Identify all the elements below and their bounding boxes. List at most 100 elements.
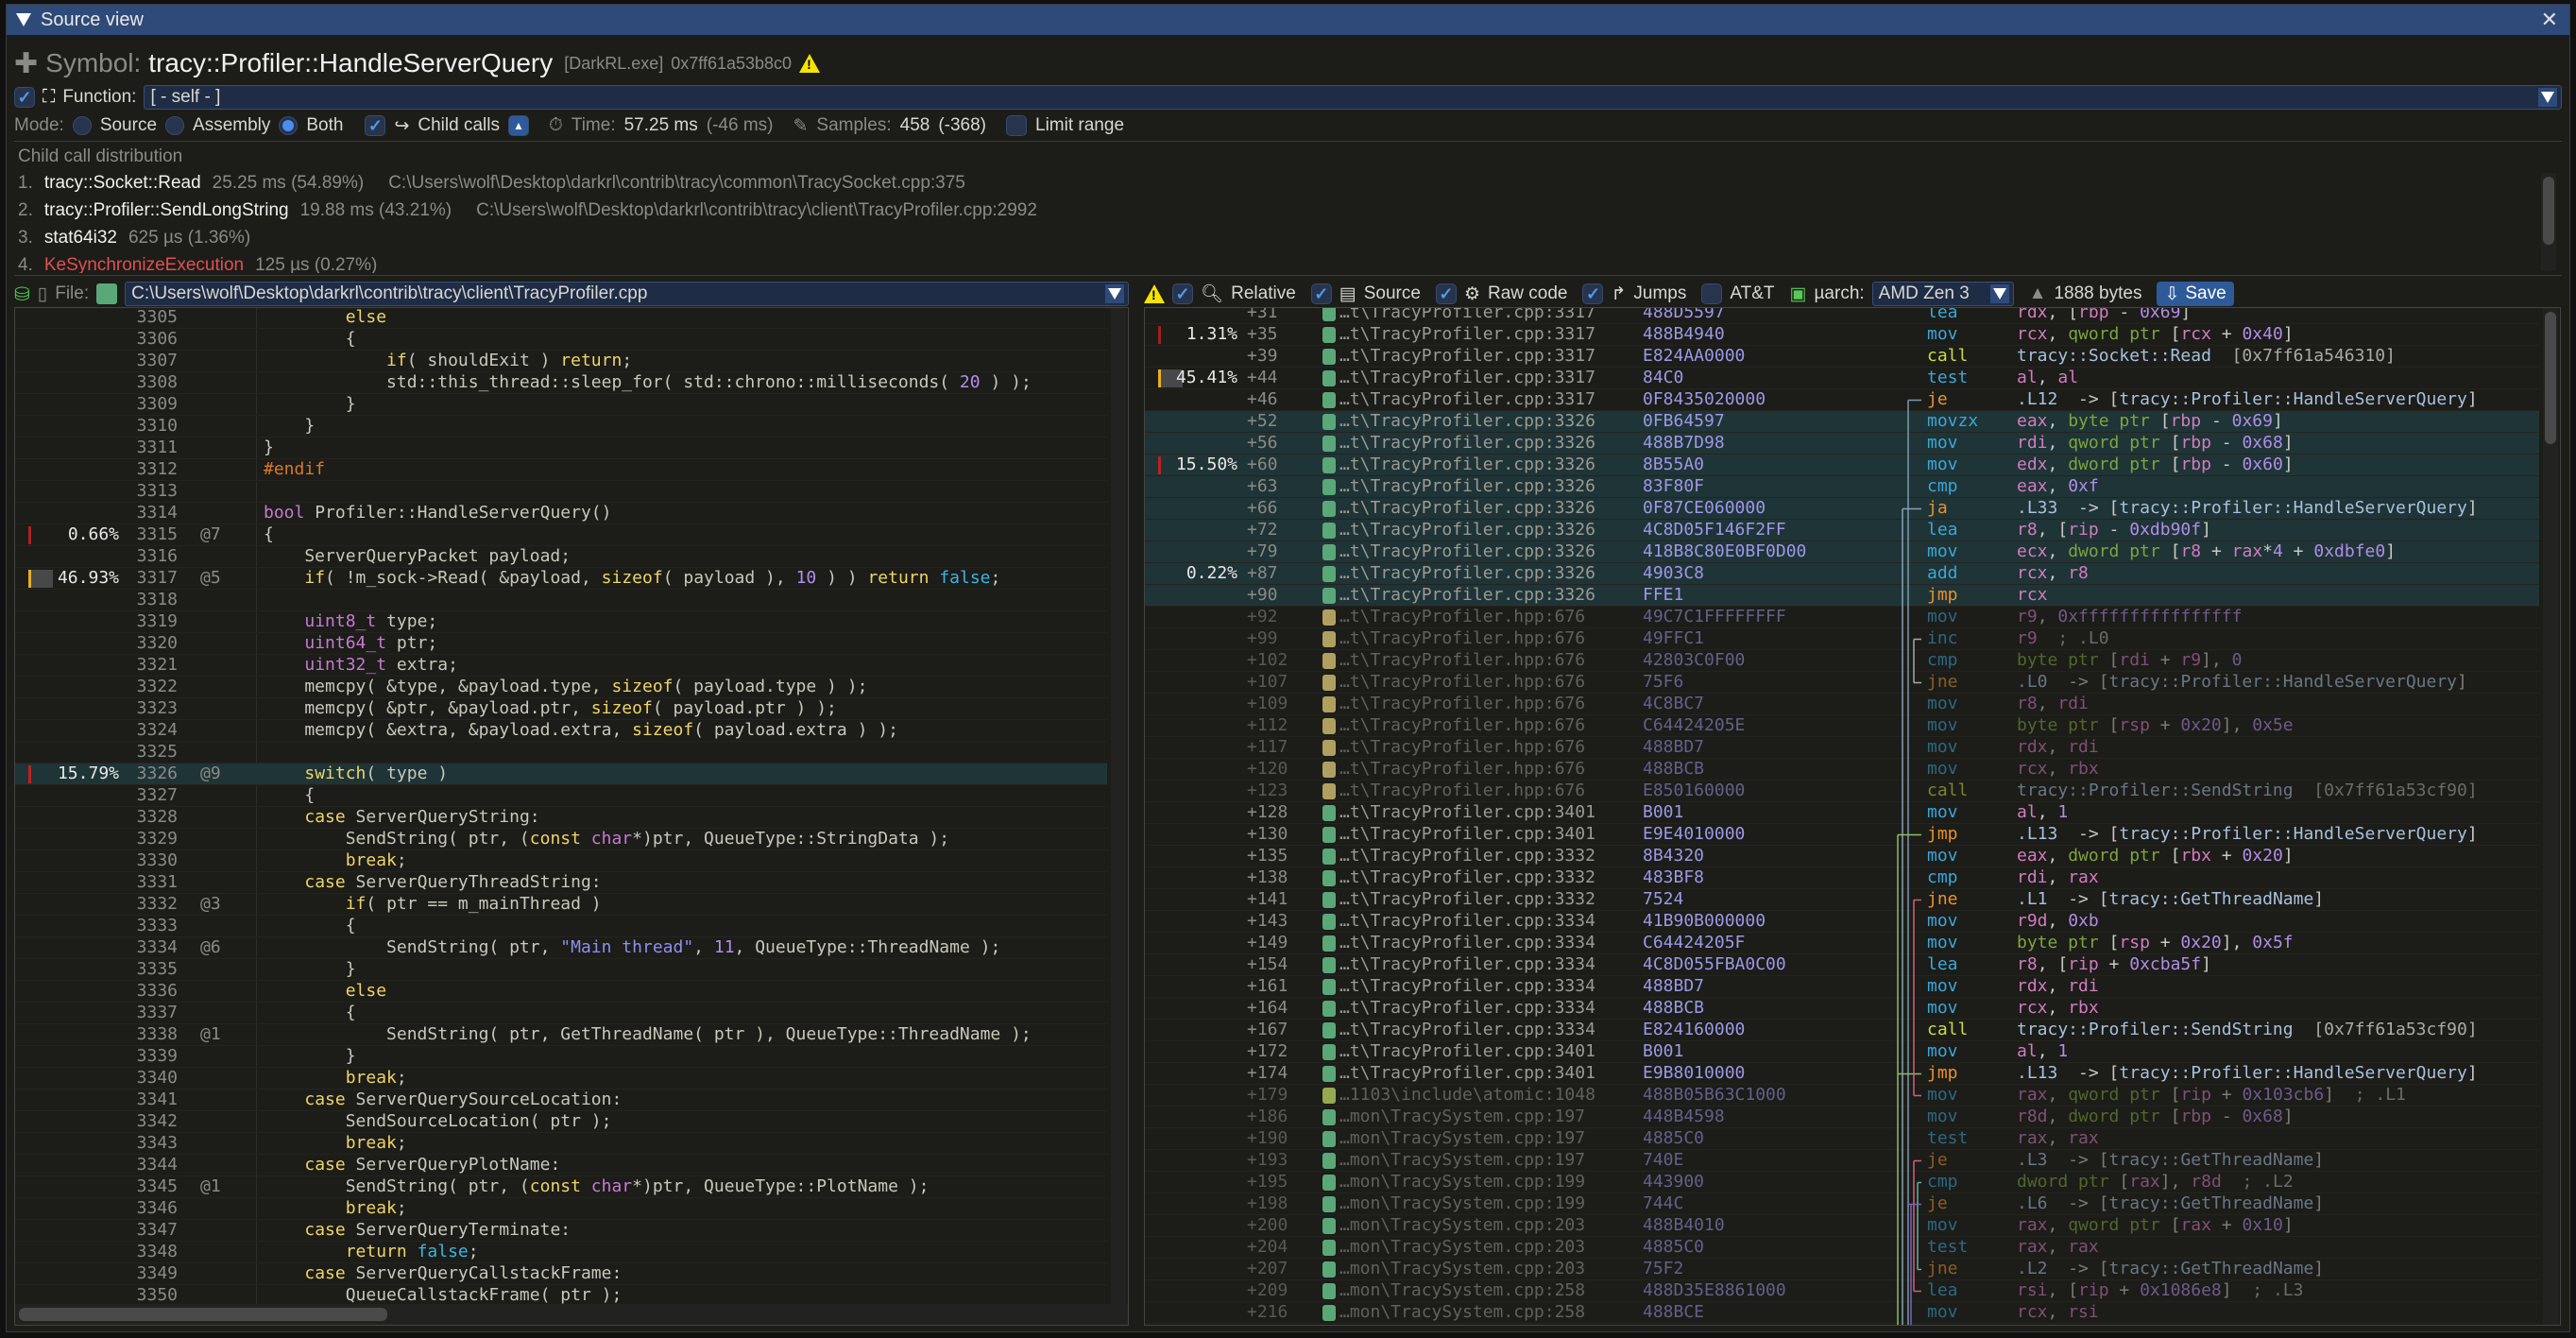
- source-line[interactable]: 3307 if( shouldExit ) return;: [15, 351, 1107, 372]
- limit-range-checkbox[interactable]: ✓: [1006, 115, 1028, 136]
- asm-row[interactable]: +112 …t\TracyProfiler.hpp:676 C64424205E mo…: [1145, 715, 2539, 737]
- raw-code-label[interactable]: Raw code: [1487, 283, 1568, 303]
- operands[interactable]: al, 1: [2017, 802, 2069, 822]
- asm-row[interactable]: +120 …t\TracyProfiler.hpp:676 488BCB mov rcx…: [1145, 759, 2539, 780]
- asm-row[interactable]: +130 …t\TracyProfiler.cpp:3401 E9E4010000 j…: [1145, 824, 2539, 846]
- operands[interactable]: .L6 -> [tracy::GetThreadName]: [2017, 1193, 2325, 1213]
- asm-row[interactable]: +90 …t\TracyProfiler.cpp:3326 FFE1 jmp rcx: [1145, 585, 2539, 607]
- source-line[interactable]: 3349 case ServerQueryCallstackFrame:: [15, 1263, 1107, 1285]
- asm-row[interactable]: +138 …t\TracyProfiler.cpp:3332 483BF8 cmp rd…: [1145, 867, 2539, 889]
- operands[interactable]: rcx, rsi: [2017, 1302, 2099, 1322]
- source-line[interactable]: 3319 uint8_t type;: [15, 611, 1107, 633]
- source-location[interactable]: …t\TracyProfiler.cpp:3401: [1339, 824, 1595, 844]
- asm-row[interactable]: +107 …t\TracyProfiler.hpp:676 75F6 jne .L0 -…: [1145, 672, 2539, 694]
- asm-row[interactable]: +63 …t\TracyProfiler.cpp:3326 83F80F cmp eax…: [1145, 476, 2539, 498]
- source-line[interactable]: 3325: [15, 742, 1107, 763]
- child-calls-label[interactable]: Child calls: [418, 115, 500, 135]
- asm-row[interactable]: +190 …mon\TracySystem.cpp:197 4885C0 test ra…: [1145, 1128, 2539, 1150]
- asm-row[interactable]: +109 …t\TracyProfiler.hpp:676 4C8BC7 mov r8,…: [1145, 694, 2539, 715]
- mode-source-label[interactable]: Source: [99, 115, 158, 135]
- operands[interactable]: rdx, rdi: [2017, 737, 2099, 757]
- source-location[interactable]: …t\TracyProfiler.cpp:3401: [1339, 1041, 1595, 1061]
- operands[interactable]: .L12 -> [tracy::Profiler::HandleServerQu…: [2017, 389, 2478, 409]
- operands[interactable]: rsi, [rip + 0x1086e8] ; .L3: [2017, 1280, 2304, 1300]
- asm-vscrollbar[interactable]: [2543, 308, 2558, 1325]
- source-label[interactable]: Source: [1363, 283, 1421, 303]
- source-location[interactable]: …t\TracyProfiler.cpp:3317: [1339, 346, 1595, 366]
- symbol-address[interactable]: 0x7ff61a53b8c0: [671, 53, 793, 73]
- title-bar[interactable]: Source view ✕: [7, 5, 2569, 35]
- asm-row[interactable]: +216 …mon\TracySystem.cpp:258 488BCE mov rcx…: [1145, 1302, 2539, 1324]
- source-line[interactable]: 3345 @1 SendString( ptr, (const char*)ptr…: [15, 1176, 1107, 1198]
- asm-row[interactable]: +52 …t\TracyProfiler.cpp:3326 0FB64597 movz…: [1145, 411, 2539, 433]
- source-line[interactable]: 3342 SendSourceLocation( ptr );: [15, 1111, 1107, 1133]
- asm-row[interactable]: +193 …mon\TracySystem.cpp:197 740E je .L3 ->…: [1145, 1150, 2539, 1172]
- warning-icon[interactable]: [1144, 284, 1165, 303]
- source-line[interactable]: 3332 @3 if( ptr == m_mainThread ): [15, 894, 1107, 916]
- source-location[interactable]: …mon\TracySystem.cpp:197: [1339, 1106, 1586, 1126]
- source-line[interactable]: 3340 break;: [15, 1068, 1107, 1089]
- source-line[interactable]: 3310 }: [15, 416, 1107, 437]
- source-location[interactable]: …t\TracyProfiler.cpp:3334: [1339, 954, 1595, 974]
- operands[interactable]: eax, dword ptr [rbx + 0x20]: [2017, 846, 2294, 866]
- source-code-view[interactable]: 3305 else 3306 {3307 if( shouldExit ) ret…: [14, 307, 1129, 1326]
- source-line[interactable]: 3306 {: [15, 329, 1107, 351]
- operands[interactable]: byte ptr [rdi + r9], 0: [2017, 650, 2243, 670]
- mode-assembly-label[interactable]: Assembly: [193, 115, 271, 135]
- source-line[interactable]: 3312 #endif: [15, 459, 1107, 481]
- source-location[interactable]: …t\TracyProfiler.cpp:3332: [1339, 846, 1595, 866]
- source-location[interactable]: …t\TracyProfiler.cpp:3317: [1339, 389, 1595, 409]
- source-hscrollbar[interactable]: [15, 1304, 1128, 1325]
- source-line[interactable]: 3336 else: [15, 981, 1107, 1003]
- source-line[interactable]: 3327 {: [15, 785, 1107, 807]
- source-location[interactable]: …t\TracyProfiler.hpp:676: [1339, 759, 1586, 779]
- mode-both-radio[interactable]: [279, 116, 299, 135]
- operands[interactable]: r8, [rip - 0xdb90f]: [2017, 520, 2211, 540]
- uarch-combo[interactable]: AMD Zen 3: [1871, 282, 2014, 306]
- operands[interactable]: byte ptr [rsp + 0x20], 0x5f: [2017, 933, 2294, 952]
- source-line[interactable]: 3316 ServerQueryPacket payload;: [15, 546, 1107, 568]
- asm-row[interactable]: 0.22% +87 …t\TracyProfiler.cpp:3326 4903C8 a…: [1145, 563, 2539, 585]
- asm-row[interactable]: +198 …mon\TracySystem.cpp:199 744C je .L6 ->…: [1145, 1193, 2539, 1215]
- operands[interactable]: r8, [rip + 0xcba5f]: [2017, 954, 2211, 974]
- asm-row[interactable]: +164 …t\TracyProfiler.cpp:3334 488BCB mov rc…: [1145, 998, 2539, 1020]
- asm-row[interactable]: +141 …t\TracyProfiler.cpp:3332 7524 jne .L1 …: [1145, 889, 2539, 911]
- asm-row[interactable]: +186 …mon\TracySystem.cpp:197 448B4598 mov r…: [1145, 1106, 2539, 1128]
- source-location[interactable]: …t\TracyProfiler.cpp:3332: [1339, 867, 1595, 887]
- warning-icon[interactable]: [799, 54, 821, 73]
- operands[interactable]: al, 1: [2017, 1041, 2069, 1061]
- source-location[interactable]: …t\TracyProfiler.hpp:676: [1339, 650, 1586, 670]
- chevron-down-icon[interactable]: [2538, 88, 2557, 107]
- operands[interactable]: r9d, 0xb: [2017, 911, 2099, 931]
- source-line[interactable]: 3311}: [15, 437, 1107, 459]
- source-location[interactable]: …t\TracyProfiler.cpp:3326: [1339, 563, 1595, 583]
- source-line[interactable]: 3339 }: [15, 1046, 1107, 1068]
- raw-code-checkbox[interactable]: ✓: [1435, 283, 1457, 304]
- operands[interactable]: .L0 -> [tracy::Profiler::HandleServerQue…: [2017, 672, 2467, 692]
- operands[interactable]: rax, rax: [2017, 1237, 2099, 1257]
- source-location[interactable]: …t\TracyProfiler.cpp:3326: [1339, 541, 1595, 561]
- source-line[interactable]: 3309 }: [15, 394, 1107, 416]
- source-line[interactable]: 3323 memcpy( &ptr, &payload.ptr, sizeof(…: [15, 698, 1107, 720]
- operands[interactable]: rdi, qword ptr [rbp - 0x68]: [2017, 433, 2294, 453]
- asm-row[interactable]: +149 …t\TracyProfiler.cpp:3334 C64424205F m…: [1145, 933, 2539, 954]
- source-line[interactable]: 3329 SendString( ptr, (const char*)ptr, …: [15, 829, 1107, 850]
- relative-label[interactable]: Relative: [1231, 283, 1296, 303]
- asm-row[interactable]: +143 …t\TracyProfiler.cpp:3334 41B90B00000…: [1145, 911, 2539, 933]
- operands[interactable]: rcx, qword ptr [rcx + 0x40]: [2017, 324, 2294, 344]
- operands[interactable]: rax, rax: [2017, 1128, 2099, 1148]
- operands[interactable]: rax, qword ptr [rax + 0x10]: [2017, 1215, 2294, 1235]
- operands[interactable]: ecx, dword ptr [r8 + rax*4 + 0xdbfe0]: [2017, 541, 2397, 561]
- source-location[interactable]: …t\TracyProfiler.hpp:676: [1339, 715, 1586, 735]
- source-location[interactable]: …mon\TracySystem.cpp:197: [1339, 1128, 1586, 1148]
- source-line[interactable]: 3333 {: [15, 916, 1107, 937]
- asm-row[interactable]: 45.41% +44 …t\TracyProfiler.cpp:3317 84C0 te…: [1145, 368, 2539, 389]
- operands[interactable]: eax, byte ptr [rbp - 0x69]: [2017, 411, 2283, 431]
- source-location[interactable]: …t\TracyProfiler.cpp:3317: [1339, 324, 1595, 344]
- operands[interactable]: rdi, rax: [2017, 867, 2099, 887]
- source-location[interactable]: …mon\TracySystem.cpp:199: [1339, 1193, 1586, 1213]
- source-location[interactable]: …mon\TracySystem.cpp:197: [1339, 1150, 1586, 1170]
- operands[interactable]: tracy::Profiler::SendString [0x7ff61a53c…: [2017, 780, 2478, 800]
- source-checkbox[interactable]: ✓: [1310, 283, 1332, 304]
- source-location[interactable]: …mon\TracySystem.cpp:203: [1339, 1237, 1586, 1257]
